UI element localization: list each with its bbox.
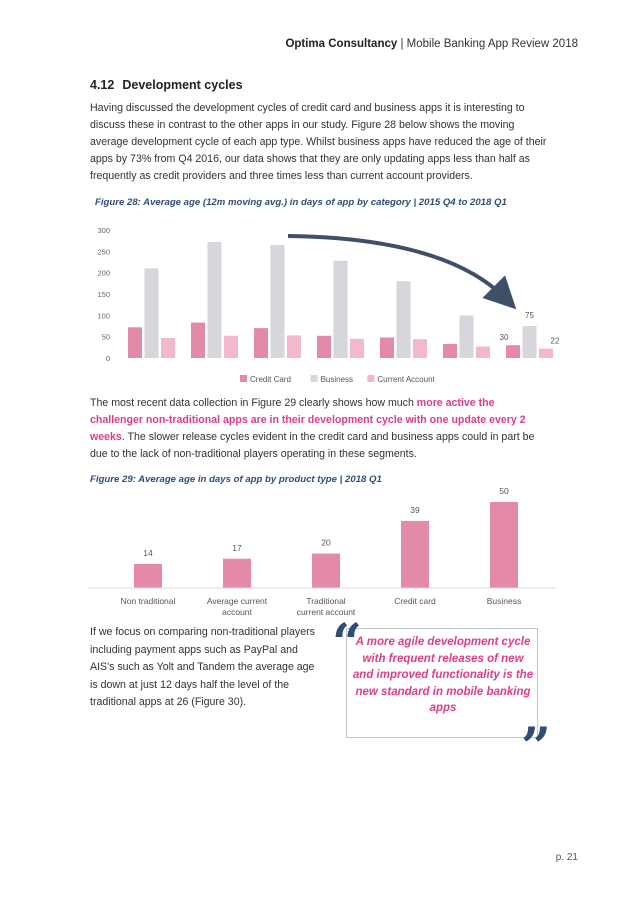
y-tick-label: 100 — [97, 311, 110, 320]
y-tick-label: 250 — [97, 247, 110, 256]
trend-arrow — [287, 234, 517, 310]
page-header: Optima Consultancy | Mobile Banking App … — [285, 38, 578, 50]
bar-average-current-account — [223, 558, 251, 588]
bar-business — [522, 326, 537, 358]
data-label: 14 — [143, 548, 153, 558]
bar-current-account — [476, 346, 490, 358]
page-number: p. 21 — [555, 852, 578, 863]
bar-current-account — [287, 335, 301, 358]
category-label: Traditional — [306, 596, 345, 606]
bar-business — [333, 260, 348, 358]
pull-quote-box — [346, 628, 538, 738]
legend-swatch — [240, 375, 247, 382]
paragraph-2: The most recent data collection in Figur… — [90, 395, 550, 463]
bar-credit-card — [191, 322, 205, 358]
bar-credit-card — [443, 343, 457, 358]
y-tick-label: 200 — [97, 269, 110, 278]
bar-credit-card — [401, 520, 429, 588]
figure-29-caption: Figure 29: Average age in days of app by… — [90, 474, 382, 485]
data-label: 50 — [499, 486, 509, 496]
data-label: 22 — [551, 337, 560, 346]
header-separator: | — [397, 38, 407, 50]
data-label: 30 — [500, 333, 509, 342]
header-report-title: Mobile Banking App Review 2018 — [406, 38, 578, 50]
paragraph-2-intro: The most recent data collection in Figur… — [90, 397, 417, 409]
paragraph-3: If we focus on comparing non-traditional… — [90, 626, 315, 708]
bar-current-account — [350, 338, 364, 358]
data-label: 17 — [232, 543, 242, 553]
bar-credit-card — [317, 335, 331, 358]
category-label: Non traditional — [121, 596, 176, 606]
paragraph-2-end: . The slower release cycles evident in t… — [90, 431, 535, 460]
y-tick-label: 300 — [97, 226, 110, 235]
legend-label: Current Account — [377, 375, 435, 384]
y-tick-label: 0 — [106, 354, 110, 363]
bar-credit-card — [506, 345, 520, 358]
figure-28-chart: 0 50 100 150 200 250 300 30 75 22 Credit Card Bus… — [97, 226, 560, 384]
legend-label: Business — [321, 375, 353, 384]
bar-business — [396, 281, 411, 358]
y-tick-label: 150 — [97, 290, 110, 299]
section-title: Development cycles — [122, 78, 243, 92]
y-tick-label: 50 — [102, 333, 110, 342]
bar-credit-card — [254, 328, 268, 358]
figure-29-chart: 14 Non traditional 17 Average currentaccoun… — [88, 486, 556, 617]
bar-credit-card — [380, 337, 394, 358]
category-label: Average current — [207, 596, 268, 606]
bar-non-traditional — [134, 563, 162, 588]
legend-swatch — [367, 375, 375, 382]
data-label: 75 — [525, 311, 534, 320]
paragraph-1: Having discussed the development cycles … — [90, 102, 547, 182]
section-number: 4.12 — [90, 78, 115, 92]
category-label: Business — [487, 596, 522, 606]
category-label: current account — [297, 607, 356, 617]
category-label: Credit card — [394, 596, 436, 606]
bar-business — [144, 268, 159, 358]
bar-traditional-current-account — [312, 553, 340, 588]
legend-label: Credit Card — [250, 375, 291, 384]
category-label: account — [222, 607, 252, 617]
figure-28-caption: Figure 28: Average age (12m moving avg.)… — [95, 197, 507, 208]
data-label: 20 — [321, 538, 331, 548]
data-label: 39 — [410, 505, 420, 515]
bar-current-account — [413, 339, 427, 358]
paragraph-2-highlight: more active the challenger non-tradition… — [90, 397, 526, 443]
section-heading: 4.12 Development cycles — [90, 78, 251, 92]
close-quote-icon: ” — [521, 717, 551, 778]
bar-business — [459, 315, 474, 358]
legend-swatch — [310, 375, 318, 382]
bar-current-account — [161, 337, 175, 358]
bar-business — [490, 502, 518, 588]
bar-current-account — [224, 335, 238, 358]
header-company: Optima Consultancy — [285, 38, 398, 50]
bar-business — [270, 244, 285, 358]
bar-current-account — [539, 348, 553, 358]
bar-business — [207, 241, 222, 358]
pull-quote-text: A more agile development cycle with freq… — [352, 636, 534, 714]
bar-credit-card — [128, 327, 142, 358]
open-quote-icon: “ — [332, 613, 362, 674]
